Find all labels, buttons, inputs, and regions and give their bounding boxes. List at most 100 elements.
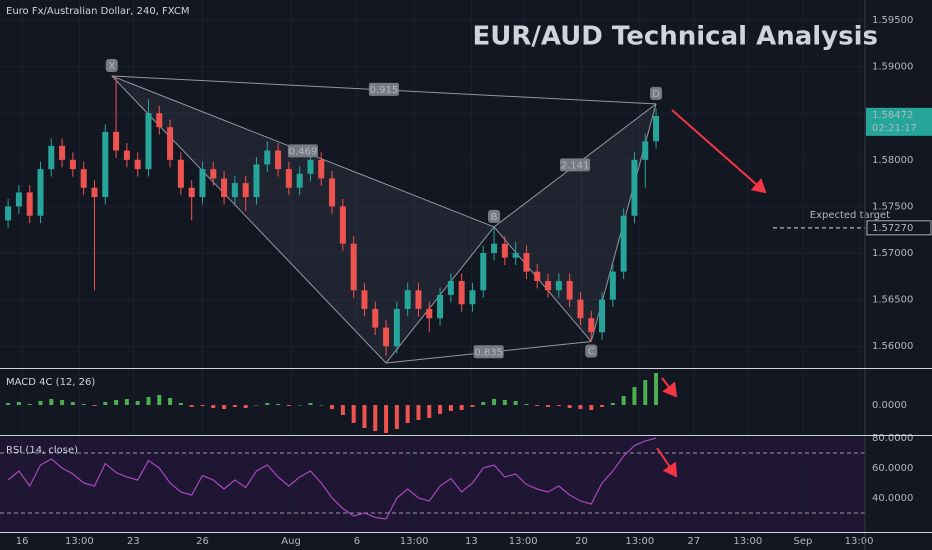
candle-body: [415, 290, 422, 309]
rsi-line: [7, 437, 657, 520]
x-tick-label: Sep: [793, 536, 812, 547]
macd-bar: [286, 405, 291, 406]
macd-bar: [49, 399, 54, 405]
macd-bar: [38, 401, 43, 405]
x-tick-label: 20: [575, 536, 588, 547]
pattern-fill: [494, 103, 657, 342]
y-tick-label: 1.57000: [872, 248, 913, 259]
arrow: [656, 447, 678, 478]
ratio-box: [560, 158, 591, 172]
y-tick-label: 1.56500: [872, 295, 913, 306]
target-text: Expected target: [810, 210, 890, 221]
macd-bar: [276, 404, 281, 405]
x-tick-label: 26: [196, 536, 209, 547]
x-tick-label: 13:00: [845, 536, 874, 547]
macd-bar: [351, 405, 356, 423]
macd-bar: [168, 398, 173, 405]
macd-bar: [232, 405, 237, 407]
y-tick-label: 1.59000: [872, 62, 913, 73]
macd-bar: [502, 400, 507, 405]
candle-body: [113, 131, 120, 151]
x-tick-label: 13:00: [400, 536, 429, 547]
macd-bar: [60, 400, 65, 405]
candle-body: [609, 271, 616, 300]
macd-bar: [589, 405, 594, 410]
macd-bar: [254, 405, 259, 406]
macd-bar: [362, 405, 367, 428]
candle-body: [566, 280, 573, 300]
candle-body: [134, 159, 141, 170]
candle-body: [437, 294, 444, 319]
candle-body: [480, 253, 487, 291]
x-tick-label: 6: [354, 536, 360, 547]
arrow: [671, 109, 767, 194]
macd-bar: [654, 373, 659, 405]
chart-title: EUR/AUD Technical Analysis: [472, 22, 878, 52]
candle-body: [372, 308, 379, 328]
candle-body: [296, 173, 303, 188]
macd-bar: [600, 405, 605, 407]
macd-bar: [470, 405, 475, 407]
macd-bar: [330, 405, 335, 409]
candle-body: [631, 159, 638, 216]
point-label: D: [652, 89, 660, 100]
candle-body: [426, 308, 433, 319]
macd-bar: [567, 405, 572, 408]
candle-body: [91, 187, 98, 198]
rsi-tick-label: 80.0000: [872, 433, 913, 444]
x-tick-label: 27: [687, 536, 700, 547]
candle-body: [458, 280, 465, 305]
ratio-label: 2.141: [561, 160, 590, 171]
x-tick-label: 13:00: [733, 536, 762, 547]
point-box: [650, 86, 663, 100]
macd-bar: [135, 401, 140, 405]
candle-body: [523, 253, 530, 272]
macd-bar: [27, 404, 32, 405]
candle-body: [307, 159, 314, 174]
rsi-name: RSI (14, close): [6, 445, 78, 456]
macd-tick-label: 0.0000: [872, 400, 907, 411]
macd-bar: [459, 405, 464, 410]
macd-bar: [6, 403, 11, 405]
symbol: Euro Fx/Australian Dollar, 240, FXCM: [6, 6, 190, 17]
candle-body: [653, 116, 660, 142]
candle-body: [199, 169, 206, 198]
target-box: [866, 220, 932, 236]
candle-body: [210, 169, 217, 179]
candle-body: [501, 243, 508, 258]
x-tick-label: 13: [465, 536, 478, 547]
macd-bar: [578, 405, 583, 409]
rsi-tick-label: 40.0000: [872, 493, 913, 504]
y-tick-label: 1.56000: [872, 341, 913, 352]
macd-bar: [632, 387, 637, 405]
macd-bar: [481, 402, 486, 405]
candle-body: [15, 192, 22, 207]
point-label: X: [108, 61, 115, 72]
candle-body: [242, 183, 249, 198]
macd-bar: [535, 405, 540, 406]
x-tick-label: Aug: [281, 536, 301, 547]
point-label: B: [491, 212, 498, 223]
macd-bar: [243, 405, 248, 408]
arrow: [661, 377, 678, 398]
macd-bar: [124, 399, 129, 405]
macd-bar: [427, 405, 432, 418]
macd-bar: [103, 402, 108, 405]
candle-body: [5, 206, 12, 221]
macd-bar: [416, 405, 421, 420]
point-box: [105, 58, 118, 72]
point-label: C: [588, 347, 595, 358]
macd-bar: [373, 405, 378, 431]
macd-bar: [621, 396, 626, 405]
macd-bar: [200, 405, 205, 406]
candle-body: [555, 280, 562, 291]
macd-bar: [556, 405, 561, 406]
macd-bar: [178, 403, 183, 405]
candle-body: [48, 145, 55, 170]
candle-body: [329, 178, 336, 207]
macd-bar: [394, 405, 399, 429]
candle-body: [177, 159, 184, 188]
macd-bar: [297, 405, 302, 406]
ratio-label: 0.469: [289, 146, 318, 157]
